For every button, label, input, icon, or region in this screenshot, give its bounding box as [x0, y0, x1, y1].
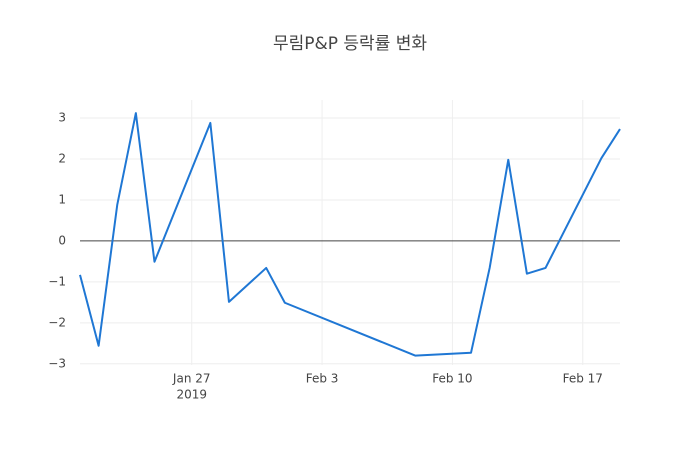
- y-tick-label: −1: [48, 274, 66, 288]
- y-tick-label: 3: [58, 111, 66, 125]
- data-line: [79, 112, 621, 357]
- y-tick-label: 0: [58, 233, 66, 247]
- x-tick-label: Feb 17: [563, 372, 603, 386]
- y-tick-label: −2: [48, 315, 66, 329]
- y-tick-label: 2: [58, 151, 66, 165]
- x-tick-label: Feb 3: [306, 372, 339, 386]
- chart-title: 무림P&P 등락률 변화: [273, 34, 427, 54]
- y-tick-label: 1: [58, 192, 66, 206]
- x-tick-label: Jan 27: [172, 372, 211, 386]
- x-tick-sublabel: 2019: [176, 388, 207, 402]
- y-tick-label: −3: [48, 356, 66, 370]
- x-tick-label: Feb 10: [432, 372, 472, 386]
